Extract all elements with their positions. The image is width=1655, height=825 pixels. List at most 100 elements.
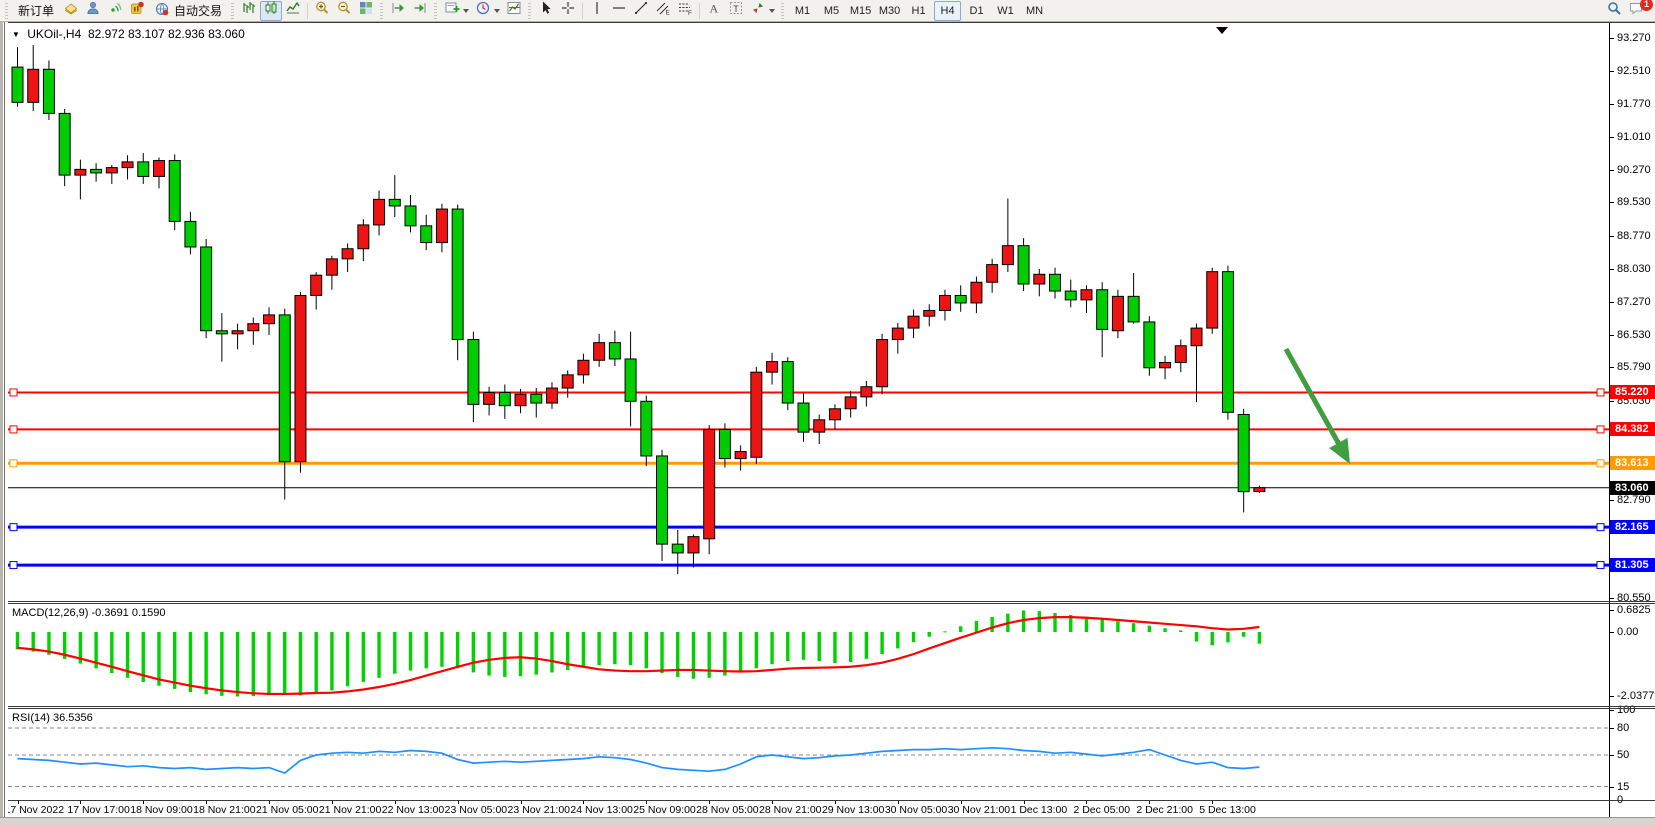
candlestick-chart-button[interactable] [260, 0, 283, 21]
hline-anchor[interactable] [9, 425, 18, 434]
candle-down [90, 168, 103, 174]
zoom-in-button[interactable] [311, 1, 333, 21]
time-tick [834, 801, 836, 804]
candle-up [373, 198, 386, 226]
tile-windows-button[interactable] [355, 1, 377, 21]
cursor-button[interactable] [535, 1, 557, 21]
top-marker-icon[interactable] [1216, 27, 1228, 34]
timeframe-button-h4[interactable]: H4 [934, 0, 962, 21]
equidistant-channel-button[interactable]: E [652, 1, 674, 21]
trend-arrow-shaft[interactable] [1283, 347, 1343, 448]
main-chart-canvas[interactable] [8, 23, 1609, 601]
hline-anchor[interactable] [1596, 523, 1605, 532]
hline-anchor[interactable] [9, 561, 18, 570]
pane-splitter[interactable] [0, 708, 1655, 709]
toolbar-grip[interactable] [528, 2, 532, 19]
candle-up [341, 248, 354, 260]
horizontal-scroll-strip[interactable] [0, 817, 1655, 825]
price-badge-84.382: 84.382 [1610, 422, 1655, 437]
timeframe-button-d1[interactable]: D1 [969, 4, 984, 17]
pane-splitter[interactable] [0, 601, 1655, 602]
time-tick-label: 17 Nov 17:00 [67, 804, 130, 816]
line-chart-button[interactable] [282, 1, 304, 21]
pane-splitter[interactable] [0, 603, 1655, 604]
candle-up [1190, 327, 1203, 347]
text-label-button[interactable]: T [725, 1, 747, 21]
toolbar-grip[interactable] [781, 2, 785, 19]
chat-button[interactable]: 1 [1625, 0, 1653, 21]
toolbar-grip[interactable] [380, 2, 384, 19]
timeframe-button-m5[interactable]: M5 [823, 4, 840, 17]
scroll-to-end-button[interactable] [387, 1, 409, 21]
periods-button[interactable] [472, 1, 503, 21]
timeframe-button-mn[interactable]: MN [1025, 4, 1044, 17]
price-badge-83.613: 83.613 [1610, 456, 1655, 471]
hline-anchor[interactable] [9, 459, 18, 468]
time-axis[interactable]: 17 Nov 2022 17 Nov 17:00 18 Nov 09:00 18 No… [5, 801, 1609, 817]
axis-tick [1610, 786, 1614, 788]
timeframe-button-m15[interactable]: M15 [849, 4, 872, 17]
market-icon [129, 0, 145, 21]
community-button[interactable] [82, 1, 104, 21]
pane-splitter[interactable] [0, 706, 1655, 707]
macd-hist-bar [1116, 621, 1120, 632]
hline-anchor[interactable] [1596, 388, 1605, 397]
candle-up [907, 315, 920, 329]
auto-trading-button[interactable]: 自动交易 [148, 1, 228, 21]
candle-up [247, 323, 260, 332]
timeframe-button-w1[interactable]: W1 [997, 4, 1014, 17]
accounts-button[interactable] [60, 1, 82, 21]
tile-windows-icon [358, 0, 374, 21]
horizontal-line-button[interactable] [608, 1, 630, 21]
timeframe-button-m1[interactable]: M1 [794, 4, 811, 17]
fibonacci-button[interactable]: F [674, 1, 696, 21]
macd-hist-bar [361, 632, 366, 682]
macd-hist-bar [1210, 632, 1214, 646]
toolbar-grip[interactable] [5, 2, 8, 19]
candle-down [656, 455, 669, 545]
signals-button[interactable] [104, 1, 126, 21]
text-button[interactable]: A [703, 1, 725, 21]
hline-anchor[interactable] [1596, 425, 1605, 434]
time-tick-label: 21 Nov 05:00 [256, 804, 319, 816]
rsi-canvas[interactable] [8, 710, 1609, 800]
macd-hist-bar [723, 632, 727, 676]
toolbar-grip[interactable] [434, 2, 438, 19]
new-chart-button[interactable] [441, 1, 472, 21]
vertical-line-button[interactable] [586, 1, 608, 21]
hline-anchor[interactable] [1596, 561, 1605, 570]
chart-menu-caret-icon[interactable]: ▼ [12, 30, 20, 39]
trendline-button[interactable] [630, 1, 652, 21]
auto-scroll-button[interactable] [409, 1, 431, 21]
new-order-button[interactable]: 新订单 [12, 1, 60, 21]
trend-arrow-head-icon[interactable] [1329, 437, 1350, 464]
candle-up [593, 342, 606, 361]
timeframe-button-h1[interactable]: H1 [911, 4, 926, 17]
hline-anchor[interactable] [9, 388, 18, 397]
timeframe-button-m30[interactable]: M30 [878, 4, 901, 17]
candle-down [467, 339, 480, 405]
hline-anchor[interactable] [1596, 459, 1605, 468]
macd-hist-bar [848, 632, 853, 663]
zoom-out-button[interactable] [333, 1, 355, 21]
candle-down [42, 68, 55, 114]
macd-hist-bar [31, 632, 35, 652]
price-badge-81.305: 81.305 [1610, 558, 1655, 573]
toolbar-grip[interactable] [231, 2, 235, 19]
candle-down [184, 220, 197, 248]
macd-hist-bar [204, 632, 208, 695]
candle-down [1049, 273, 1062, 292]
market-button[interactable] [126, 1, 148, 21]
price-axis[interactable]: 93.270 92.510 91.770 91.010 90.270 89.530 88.7… [1609, 22, 1655, 817]
hline-anchor[interactable] [9, 523, 18, 532]
shapes-button[interactable] [747, 1, 778, 21]
time-tick-label: 23 Nov 05:00 [444, 804, 508, 816]
candle-down [278, 314, 291, 463]
bar-chart-button[interactable] [238, 1, 260, 21]
macd-hist-bar [628, 632, 633, 666]
search-button[interactable] [1603, 1, 1625, 21]
macd-canvas[interactable] [8, 605, 1609, 706]
crosshair-button[interactable] [557, 1, 579, 21]
indicators-button[interactable] [503, 1, 525, 21]
chart-title[interactable]: ▼ UKOil-,H4 82.972 83.107 82.936 83.060 [12, 27, 245, 41]
